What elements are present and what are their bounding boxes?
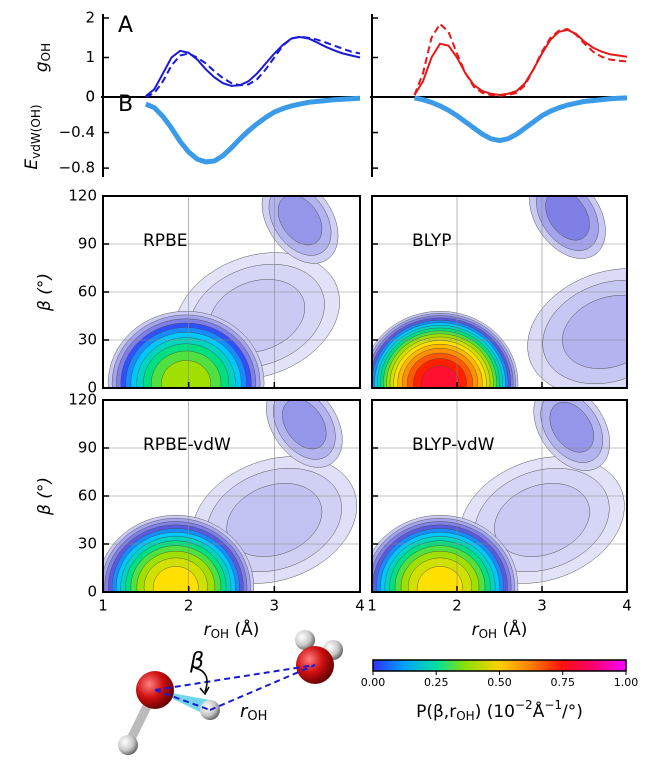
panel-title: RPBE-vdW [143,435,231,455]
x-tick-label: 2 [184,597,194,615]
colorbar-label: P(β,rOH) (10−2Å−1/°) [416,698,583,723]
x-tick-label: 1 [98,597,108,615]
panel-label: A [118,13,133,38]
axis-label: gOH [32,43,53,72]
contour-level [420,365,460,388]
colorbar-tick-label: 1.00 [614,676,639,689]
axis-label-main: r [204,620,212,640]
panel-label: B [118,92,133,117]
axis-label-rest: (Å) [497,618,527,640]
contour-plot [372,400,627,592]
y-tick-label: −0.8 [59,159,95,177]
colorbar-label-part: Å [533,700,545,722]
axis-label-main: g [32,61,52,72]
y-tick-label: 90 [78,439,97,457]
y-tick-label: 30 [78,535,97,553]
distance-label-sub: OH [247,709,267,724]
molecule-diagram: β rOH [118,630,343,755]
axis-label-rest: (Å) [229,618,259,640]
colorbar-label-part: −1 [544,698,562,712]
y-tick-label: 30 [78,331,97,349]
panel-title: BLYP-vdW [412,435,495,455]
x-tick-label: 4 [622,597,632,615]
axis-label-sub: OH [39,43,53,61]
contour-plot [372,196,627,388]
x-tick-label: 1 [367,597,377,615]
angle-label: β [189,649,204,674]
data-line [144,95,361,165]
y-tick-label: 120 [68,187,97,205]
contour-level [417,566,463,592]
data-line [413,28,628,97]
colorbar-tick-label: 0.75 [551,676,576,689]
y-tick-label: 60 [78,283,97,301]
contour-level [277,196,323,246]
y-tick-label: 0 [85,88,95,106]
x-tick-label: 3 [270,597,280,615]
data-line [413,22,628,97]
y-axis-label: β (°) [35,273,55,312]
contour-level [153,566,199,592]
y-tick-label: 0 [87,583,97,601]
colorbar-label-part: −2 [515,698,533,712]
colorbar-label-part: /°) [562,702,583,722]
x-tick-label: 2 [452,597,462,615]
data-line [145,35,361,97]
y-axis-label: β (°) [35,477,55,516]
axis-label-sub: OH [211,627,229,641]
contour-level [282,400,327,450]
axis-label-sub: OH [479,627,497,641]
contour-level [545,196,590,241]
axis-label: rOH (Å) [204,618,260,641]
y-tick-label: 120 [68,391,97,409]
y-tick-label: 90 [78,235,97,253]
panel-title: RPBE [143,231,187,251]
y-tick-label: 2 [85,9,95,27]
colorbar-tick-label: 0.50 [487,676,512,689]
colorbar-label-part: ) (10 [475,702,515,722]
contour-plot [103,196,360,388]
contour-level [562,295,627,369]
colorbar-tick-label: 0.25 [424,676,449,689]
panel-title: BLYP [412,231,452,251]
distance-label-main: r [240,701,249,722]
data-line [145,35,361,98]
axis-label: rOH (Å) [472,618,528,641]
y-tick-label: −0.4 [59,123,95,141]
x-tick-label: 4 [355,597,365,615]
axis-label: EvdW(OH) [22,104,43,169]
y-tick-label: 1 [85,48,95,66]
distance-label: rOH [240,701,267,724]
colorbar-label-part: P(β,r [416,702,456,722]
y-tick-label: 0 [87,379,97,397]
colorbar-label-part: OH [456,709,474,723]
contour-level [549,401,594,453]
y-tick-label: 0 [85,88,95,106]
axis-label-main: E [22,159,42,170]
contour-plot [103,400,360,592]
axis-label-main: r [472,620,480,640]
contour-level [161,360,211,388]
x-tick-label: 3 [537,597,547,615]
axis-label-sub: vdW(OH) [29,104,43,158]
y-tick-label: 60 [78,487,97,505]
colorbar-tick-label: 0.00 [361,676,386,689]
data-line [413,95,628,144]
colorbar [372,659,627,672]
